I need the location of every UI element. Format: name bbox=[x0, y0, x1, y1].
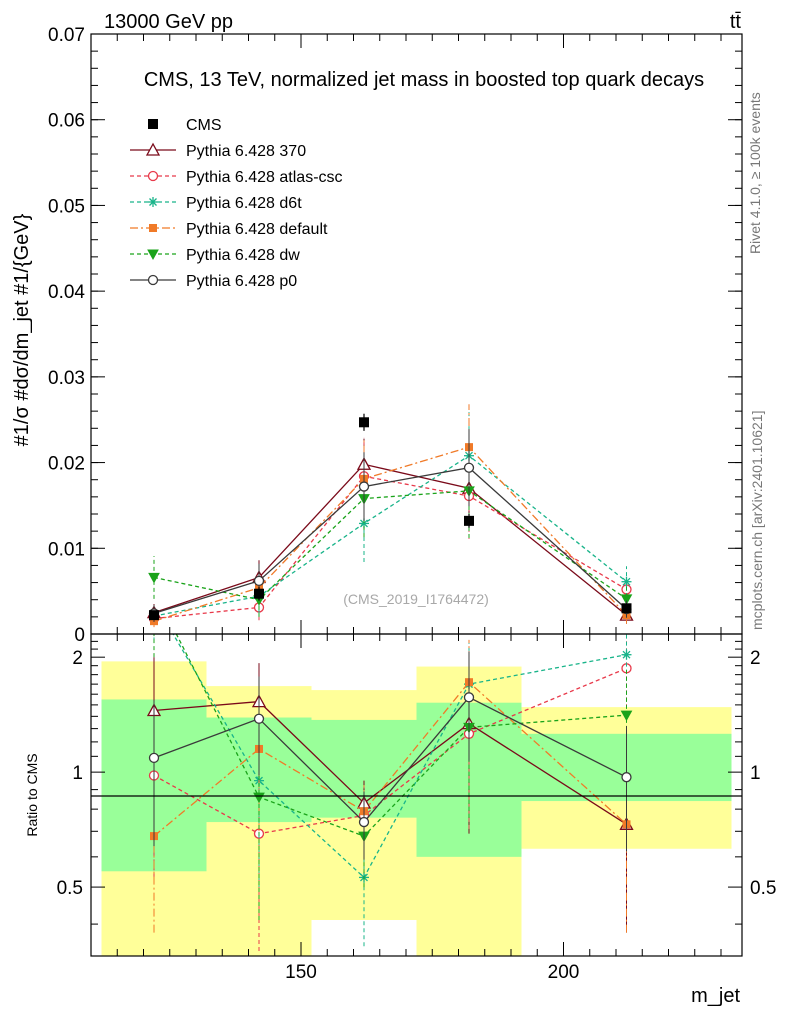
rivet-version-label: Rivet 4.1.0, ≥ 100k events bbox=[747, 92, 763, 254]
main-pythia-6-428-d6t-point-stroke bbox=[622, 577, 631, 586]
main-pythia-6-428-dw-point bbox=[620, 594, 633, 605]
ratio-pythia-6-428-p0-point bbox=[621, 772, 632, 783]
legend-label-pythia-6-428-default: Pythia 6.428 default bbox=[186, 221, 328, 238]
legend-label-pythia-6-428-dw: Pythia 6.428 dw bbox=[186, 247, 300, 264]
final-state-label: tt̄ bbox=[730, 11, 742, 33]
legend-marker-pythia-6-428-370 bbox=[145, 142, 161, 156]
ratio-pythia-6-428-d6t-point bbox=[621, 649, 632, 660]
cms-data-point bbox=[359, 417, 369, 428]
analysis-watermark: (CMS_2019_I1764472) bbox=[343, 591, 489, 607]
main-series-layer bbox=[146, 404, 634, 628]
legend-marker-pythia-6-428-dw bbox=[147, 249, 159, 261]
ratio-xtick-label: 200 bbox=[548, 962, 580, 983]
legend-marker-pythia-6-428-default bbox=[149, 224, 157, 232]
ratio-ytick-label-left: 2 bbox=[72, 648, 83, 669]
main-pythia-6-428-d6t-point bbox=[621, 576, 632, 587]
chart-title: CMS, 13 TeV, normalized jet mass in boos… bbox=[144, 69, 704, 91]
ratio-series-layer bbox=[146, 598, 634, 952]
ratio-ytick-label-right: 1 bbox=[750, 763, 761, 784]
ratio-pythia-6-428-p0-point bbox=[358, 816, 370, 828]
ratio-bands bbox=[101, 661, 732, 956]
legend: CMS Pythia 6.428 370 Pythia 6.428 atlas-cs… bbox=[130, 117, 343, 290]
ratio-pythia-6-428-d6t-point-stroke bbox=[622, 650, 631, 659]
ratio-pythia-6-428-p0-point bbox=[253, 713, 265, 724]
ratio-ytick-label-right: 2 bbox=[750, 648, 761, 669]
ratio-pythia-6-428-p0-point bbox=[148, 752, 160, 763]
main-ytick-label: 0.06 bbox=[48, 111, 85, 132]
main-pythia-6-428-p0-point bbox=[463, 462, 475, 473]
cms-data-point bbox=[149, 610, 159, 621]
ratio-pythia-6-428-dw-point bbox=[620, 710, 633, 722]
main-ytick-label: 0.04 bbox=[48, 282, 85, 303]
legend-marker-pythia-6-428-d6t-stroke bbox=[149, 198, 157, 206]
ratio-pythia-6-428-d6t-point-stroke bbox=[151, 598, 158, 605]
legend-label-pythia-6-428-d6t: Pythia 6.428 d6t bbox=[186, 195, 302, 212]
legend-label-pythia-6-428-p0: Pythia 6.428 p0 bbox=[186, 273, 297, 290]
ratio-ylabel: Ratio to CMS bbox=[24, 753, 40, 836]
cms-data-point bbox=[254, 588, 264, 599]
process-label: 13000 GeV pp bbox=[104, 11, 233, 33]
ratio-ytick-label-right: 0.5 bbox=[750, 878, 776, 899]
main-ytick-label: 0.01 bbox=[48, 539, 85, 560]
legend-label-pythia-6-428-atlas-csc: Pythia 6.428 atlas-csc bbox=[186, 169, 343, 186]
ratio-pythia-6-428-d6t-point-stroke bbox=[151, 598, 158, 605]
main-ytick-label: 0.07 bbox=[48, 25, 85, 46]
x-axis-label: m_jet bbox=[691, 985, 740, 1007]
ratio-frame bbox=[90, 633, 743, 957]
legend-label-pythia-6-428-370: Pythia 6.428 370 bbox=[186, 143, 306, 160]
main-ytick-label: 0 bbox=[74, 625, 85, 646]
cms-data-layer bbox=[149, 413, 632, 621]
ratio-ytick-label-left: 1 bbox=[72, 763, 83, 784]
cms-data-point bbox=[621, 603, 632, 614]
main-pythia-6-428-p0-point bbox=[253, 575, 265, 587]
main-ytick-label: 0.05 bbox=[48, 196, 85, 217]
legend-marker-pythia-6-428-atlas-csc bbox=[147, 170, 159, 182]
ratio-xtick-label: 150 bbox=[285, 962, 317, 983]
mcplots-label: mcplots.cern.ch [arXiv:2401.10621] bbox=[749, 411, 765, 630]
main-pythia-6-428-d6t-point-stroke bbox=[360, 519, 368, 528]
main-pythia-6-428-dw-point bbox=[148, 572, 160, 584]
main-ylabel: #1/σ #dσ/dm_jet #1/{GeV} bbox=[11, 213, 33, 446]
ratio-pythia-6-428-p0-point bbox=[463, 692, 475, 703]
main-ytick-label: 0.02 bbox=[48, 454, 85, 475]
legend-marker-pythia-6-428-p0 bbox=[147, 274, 159, 286]
main-ytick-label: 0.03 bbox=[48, 368, 85, 389]
main-pythia-6-428-p0-point bbox=[358, 481, 370, 492]
ratio-ytick-label-left: 0.5 bbox=[57, 878, 83, 899]
legend-marker-pythia-6-428-d6t bbox=[148, 197, 158, 207]
cms-data-point bbox=[464, 515, 474, 526]
axes-layer: 0 0.01 0.02 0.03 0.04 0.05 0.06 0.07 150 200 0.5 0.… bbox=[48, 25, 776, 983]
legend-marker-cms bbox=[148, 119, 158, 129]
legend-label-cms: CMS bbox=[186, 117, 222, 134]
